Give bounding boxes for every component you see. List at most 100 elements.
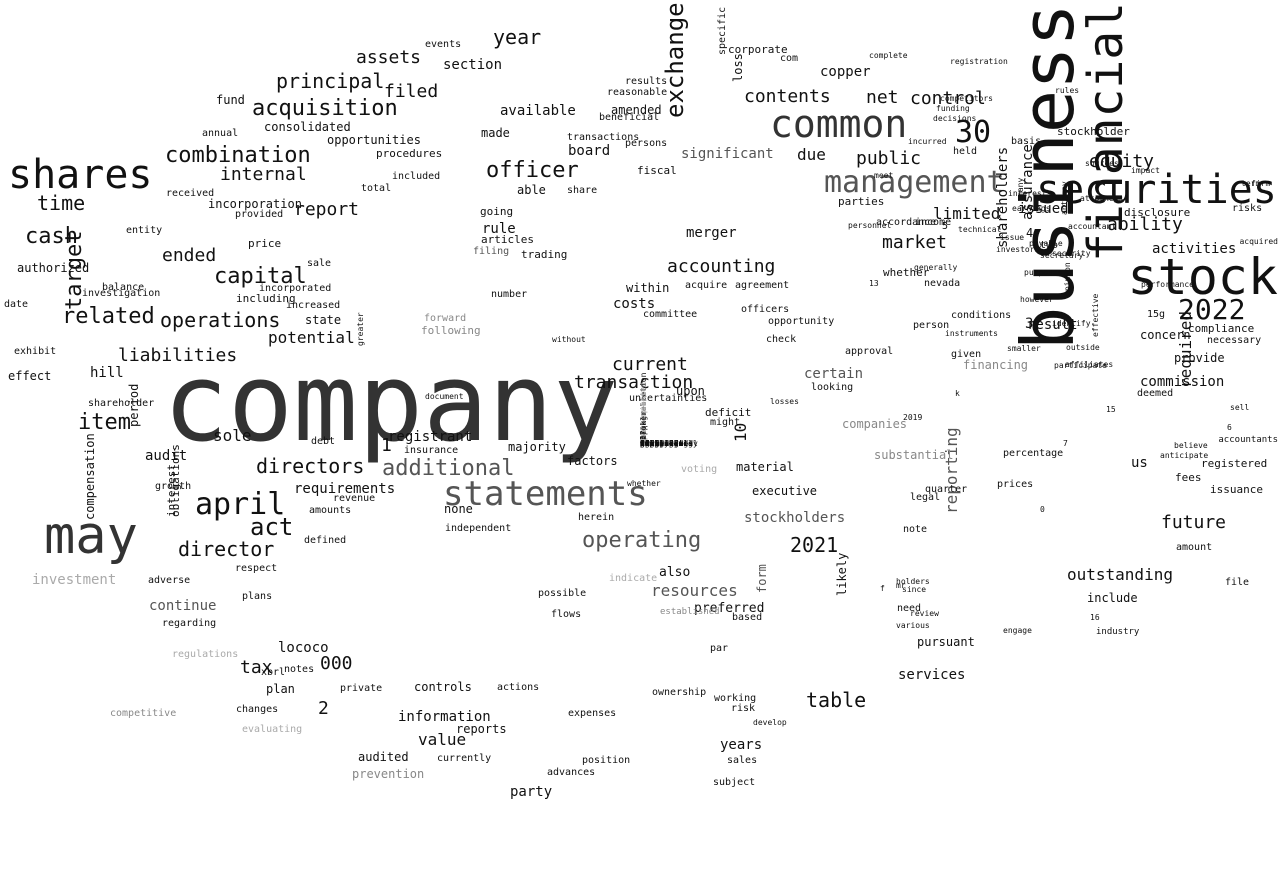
- cloud-word: one: [640, 439, 655, 448]
- cloud-word: costs: [613, 296, 656, 312]
- cloud-word: successful: [640, 439, 689, 448]
- cloud-word: group: [640, 439, 665, 448]
- cloud-word: services: [898, 667, 966, 683]
- cloud-word: anthony: [1060, 181, 1069, 215]
- cloud-word: smaller: [1007, 344, 1041, 353]
- cloud-word: investigation: [82, 288, 161, 299]
- cloud-word: affect: [640, 439, 669, 448]
- cloud-word: funding: [936, 104, 970, 113]
- cloud-word: critical: [640, 439, 679, 448]
- cloud-word: purposes: [1024, 268, 1063, 277]
- cloud-word: generally: [914, 263, 958, 272]
- cloud-word: securities: [1036, 167, 1277, 213]
- cloud-word: opportunities: [327, 133, 421, 147]
- cloud-word: large: [640, 439, 665, 448]
- cloud-word: identified: [640, 439, 689, 448]
- cloud-word: opinion: [1063, 262, 1072, 296]
- cloud-word: two: [1040, 240, 1059, 251]
- cloud-word: anticipated: [640, 439, 693, 448]
- cloud-word: amounts: [309, 505, 352, 516]
- cloud-word: acquire: [685, 280, 728, 291]
- cloud-word: upon: [676, 384, 705, 398]
- cloud-word: state: [305, 313, 342, 327]
- cloud-word: material: [736, 460, 794, 474]
- cloud-word: term: [1241, 179, 1261, 188]
- cloud-word: connection: [640, 439, 689, 448]
- cloud-word: assurances: [640, 439, 689, 448]
- cloud-word: apple: [640, 439, 665, 448]
- cloud-word: believe: [1174, 441, 1208, 450]
- cloud-word: possible: [538, 588, 587, 599]
- cloud-word: sales: [727, 755, 758, 766]
- cloud-word: reference: [640, 439, 684, 448]
- cloud-word: shares: [8, 152, 153, 198]
- cloud-word: management: [824, 165, 1005, 200]
- cloud-word: broker: [639, 411, 648, 440]
- cloud-word: section: [443, 57, 503, 73]
- cloud-word: liabilities: [118, 345, 238, 366]
- cloud-word: expenses: [568, 708, 617, 719]
- cloud-word: performance: [1141, 280, 1194, 289]
- cloud-word: 2021: [790, 533, 839, 557]
- cloud-word: table: [806, 688, 867, 712]
- cloud-word: increased: [286, 300, 341, 311]
- cloud-word: sell: [1230, 403, 1250, 412]
- cloud-word: procedures: [376, 147, 443, 160]
- cloud-word: control: [910, 88, 986, 109]
- cloud-word: value: [418, 730, 467, 749]
- cloud-word: results: [625, 76, 668, 87]
- cloud-word: file: [1225, 577, 1250, 588]
- cloud-word: risk: [731, 703, 756, 714]
- cloud-word: accumulated: [640, 439, 693, 448]
- cloud-word: accountant: [1068, 222, 1117, 231]
- cloud-word: total: [361, 183, 392, 194]
- cloud-word: able: [517, 183, 546, 197]
- cloud-word: agreement: [735, 280, 790, 291]
- cloud-word: restricted: [640, 439, 689, 448]
- cloud-word: share: [567, 185, 598, 196]
- cloud-word: assets: [356, 47, 422, 68]
- cloud-word: par: [710, 643, 729, 654]
- cloud-word: however: [1020, 295, 1054, 304]
- cloud-word: activities: [1152, 241, 1237, 257]
- cloud-word: accounting: [667, 256, 776, 277]
- cloud-word: without: [552, 335, 586, 344]
- cloud-word: directors: [256, 454, 365, 478]
- cloud-word: entities: [640, 439, 679, 448]
- cloud-word: controlling: [640, 439, 693, 448]
- cloud-word: amount: [1176, 542, 1213, 553]
- cloud-word: pursuant: [917, 635, 975, 649]
- cloud-word: april: [195, 487, 286, 522]
- cloud-word: statement: [640, 439, 684, 448]
- cloud-word: future: [1161, 512, 1227, 533]
- cloud-word: 16: [1090, 613, 1100, 622]
- cloud-word: reasonable: [607, 87, 668, 98]
- cloud-word: held: [953, 146, 978, 157]
- cloud-word: approval: [845, 346, 894, 357]
- cloud-word: employees: [640, 439, 684, 448]
- cloud-word: balance: [102, 282, 145, 293]
- cloud-word: flows: [551, 609, 582, 620]
- cloud-word: included: [392, 171, 441, 182]
- cloud-word: unable: [640, 439, 669, 448]
- cloud-word: statements: [443, 474, 648, 514]
- cloud-word: 5: [942, 221, 949, 232]
- cloud-word: might: [710, 417, 741, 428]
- cloud-word: form: [755, 564, 769, 593]
- cloud-word: actual: [640, 439, 669, 448]
- cloud-word: likely: [835, 552, 849, 596]
- cloud-word: inc: [640, 439, 655, 448]
- cloud-word: company: [163, 341, 619, 466]
- cloud-word: 000: [320, 653, 353, 674]
- cloud-word: majority: [508, 440, 566, 454]
- cloud-word: years: [720, 737, 763, 753]
- cloud-word: issued: [1018, 201, 1069, 217]
- cloud-word: addition: [640, 439, 679, 448]
- cloud-word: received: [166, 188, 215, 199]
- cloud-word: mr: [896, 581, 906, 590]
- cloud-word: earnings: [1012, 204, 1051, 213]
- cloud-word: audited: [358, 750, 409, 764]
- cloud-word: meet: [874, 171, 894, 180]
- cloud-word: audit: [145, 448, 188, 464]
- cloud-word: standards: [640, 439, 684, 448]
